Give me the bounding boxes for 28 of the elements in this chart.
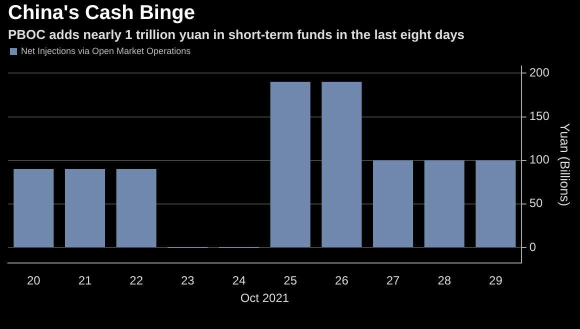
legend-label: Net Injections via Open Market Operations (21, 46, 191, 56)
x-tick-label: 26 (335, 274, 349, 288)
chart-title: China's Cash Binge (8, 2, 196, 25)
y-tick-label: 50 (529, 196, 544, 210)
x-axis-title: Oct 2021 (240, 291, 290, 306)
x-tick-label: 29 (489, 274, 503, 288)
x-tick-label: 21 (78, 274, 92, 288)
bar (64, 169, 106, 248)
x-tick-label: 25 (284, 274, 298, 288)
x-tick-label: 22 (130, 274, 144, 288)
y-tick-label: 150 (529, 109, 550, 124)
y-axis-title: Yuan (Billions) (558, 123, 573, 206)
x-tick-label: 20 (26, 274, 41, 288)
x-tick-label: 23 (181, 274, 195, 288)
bar (373, 160, 414, 248)
x-tick-label: 28 (438, 274, 452, 288)
y-tick-label: 200 (529, 65, 550, 80)
x-tick-label: 27 (386, 274, 400, 288)
x-tick-label: 24 (232, 274, 246, 288)
bar (14, 169, 54, 248)
bar (424, 160, 464, 248)
y-tick-label: 100 (529, 152, 550, 167)
bar (476, 160, 516, 248)
bar (116, 169, 156, 248)
chart-subtitle: PBOC adds nearly 1 trillion yuan in short-term funds in the last eight days (8, 27, 465, 42)
bar (270, 82, 310, 248)
y-tick-label: 0 (529, 240, 536, 254)
bar (322, 82, 362, 248)
